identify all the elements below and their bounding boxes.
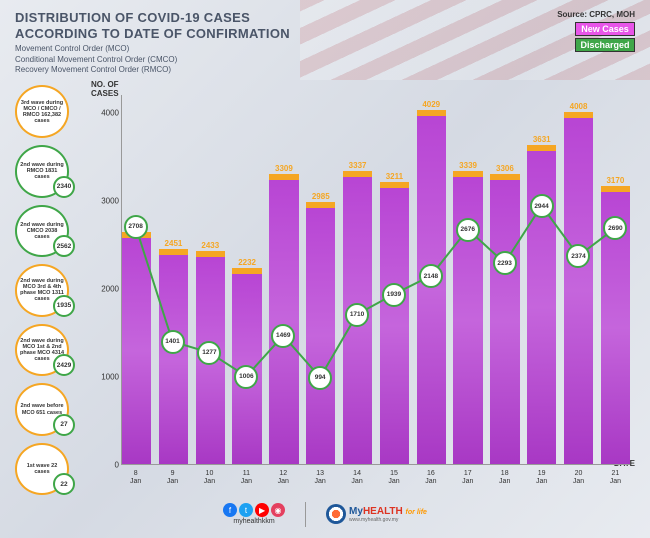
- subtitle: Movement Control Order (MCO) Conditional…: [15, 44, 290, 75]
- y-tick: 1000: [101, 373, 119, 382]
- discharged-point: 1006: [234, 365, 258, 389]
- y-tick: 0: [115, 461, 119, 470]
- discharged-point: 1710: [345, 303, 369, 327]
- wave-badge: 2340: [53, 176, 75, 198]
- logo: MyHEALTH for life www.myhealth.gov.my: [326, 504, 427, 524]
- x-label: 8 Jan: [121, 470, 150, 485]
- chart-area: NO. OF CASES DATE 01000200030004000 2643…: [83, 80, 635, 495]
- discharged-point: 2293: [493, 251, 517, 275]
- x-label: 12 Jan: [269, 470, 298, 485]
- twitter-icon: t: [239, 503, 253, 517]
- x-label: 21 Jan: [601, 470, 630, 485]
- bar: 3211: [380, 182, 409, 464]
- bar-label: 3306: [496, 164, 514, 173]
- wave-circle: 2nd wave during CMCO 2038 cases2562: [15, 205, 69, 258]
- bar: 3306: [490, 174, 519, 464]
- social-handle: myhealthkkm: [233, 518, 274, 525]
- chart: 01000200030004000 2643245124332232330929…: [121, 95, 630, 465]
- bar: 4008: [564, 112, 593, 464]
- discharged-point: 2708: [124, 215, 148, 239]
- wave-sidebar: 3rd wave during MCO / CMCO / RMCO 162,38…: [15, 80, 83, 495]
- bar: 2985: [306, 202, 335, 464]
- bar: 2451: [159, 249, 188, 464]
- discharged-point: 1469: [271, 324, 295, 348]
- y-axis: 01000200030004000: [91, 95, 119, 465]
- x-label: 11 Jan: [232, 470, 261, 485]
- x-label: 10 Jan: [195, 470, 224, 485]
- social-block: f t ▶ ◉ myhealthkkm: [223, 503, 285, 525]
- bar-label: 2433: [201, 241, 219, 250]
- legend: New Cases Discharged: [557, 22, 635, 52]
- x-label: 19 Jan: [527, 470, 556, 485]
- wave-circle: 1st wave 22 cases22: [15, 443, 69, 496]
- x-label: 18 Jan: [490, 470, 519, 485]
- x-label: 16 Jan: [416, 470, 445, 485]
- discharged-point: 2690: [603, 216, 627, 240]
- y-tick: 3000: [101, 197, 119, 206]
- footer-divider: [305, 502, 306, 527]
- facebook-icon: f: [223, 503, 237, 517]
- bar-label: 3211: [386, 172, 403, 181]
- bar: 3339: [453, 171, 482, 464]
- bar-label: 3170: [606, 176, 624, 185]
- bar-label: 2232: [238, 258, 256, 267]
- logo-url: www.myhealth.gov.my: [349, 517, 427, 523]
- bar-label: 3337: [349, 161, 367, 170]
- wave-circle: 2nd wave during RMCO 1831 cases2340: [15, 145, 69, 198]
- wave-circle: 3rd wave during MCO / CMCO / RMCO 162,38…: [15, 85, 69, 138]
- wave-badge: 22: [53, 473, 75, 495]
- discharged-point: 2374: [566, 244, 590, 268]
- discharged-point: 1401: [161, 330, 185, 354]
- instagram-icon: ◉: [271, 503, 285, 517]
- discharged-point: 994: [308, 366, 332, 390]
- discharged-point: 1277: [197, 341, 221, 365]
- x-label: 14 Jan: [342, 470, 371, 485]
- bar: 2643: [122, 232, 151, 464]
- bar: 3309: [269, 174, 298, 465]
- y-tick: 2000: [101, 285, 119, 294]
- wave-circle: 2nd wave before MCO 651 cases27: [15, 383, 69, 436]
- source-label: Source: CPRC, MOH: [557, 10, 635, 19]
- wave-badge: 2429: [53, 354, 75, 376]
- x-label: 17 Jan: [453, 470, 482, 485]
- wave-circle: 2nd wave during MCO 1st & 2nd phase MCO …: [15, 324, 69, 377]
- wave-circle: 2nd wave during MCO 3rd & 4th phase MCO …: [15, 264, 69, 317]
- bar-label: 3309: [275, 164, 293, 173]
- bar-label: 4008: [570, 102, 588, 111]
- bar-label: 2985: [312, 192, 330, 201]
- y-tick: 4000: [101, 108, 119, 117]
- legend-discharged: Discharged: [575, 38, 635, 52]
- bars: 2643 2451 2433 2232 3309 2985 3337 3211 4029 3339…: [121, 95, 630, 465]
- discharged-point: 2676: [456, 218, 480, 242]
- x-label: 9 Jan: [158, 470, 187, 485]
- bar-label: 4029: [422, 100, 440, 109]
- youtube-icon: ▶: [255, 503, 269, 517]
- x-label: 20 Jan: [564, 470, 593, 485]
- page-title: DISTRIBUTION OF COVID-19 CASES ACCORDING…: [15, 10, 290, 41]
- x-label: 13 Jan: [306, 470, 335, 485]
- logo-name: MyHEALTH for life: [349, 506, 427, 517]
- bar-label: 3339: [459, 161, 477, 170]
- bar-label: 2451: [165, 239, 183, 248]
- header: DISTRIBUTION OF COVID-19 CASES ACCORDING…: [15, 10, 635, 75]
- wave-badge: 2562: [53, 235, 75, 257]
- discharged-point: 2148: [419, 264, 443, 288]
- discharged-point: 1939: [382, 283, 406, 307]
- legend-new-cases: New Cases: [575, 22, 635, 36]
- discharged-point: 2944: [530, 194, 554, 218]
- logo-icon: [326, 504, 346, 524]
- x-axis-labels: 8 Jan 9 Jan 10 Jan 11 Jan 12 Jan 13 Jan 14 Jan…: [121, 470, 630, 485]
- x-label: 15 Jan: [379, 470, 408, 485]
- footer: f t ▶ ◉ myhealthkkm MyHEALTH for life ww…: [0, 494, 650, 534]
- wave-badge: 1935: [53, 295, 75, 317]
- bar-label: 3631: [533, 135, 551, 144]
- wave-badge: 27: [53, 414, 75, 436]
